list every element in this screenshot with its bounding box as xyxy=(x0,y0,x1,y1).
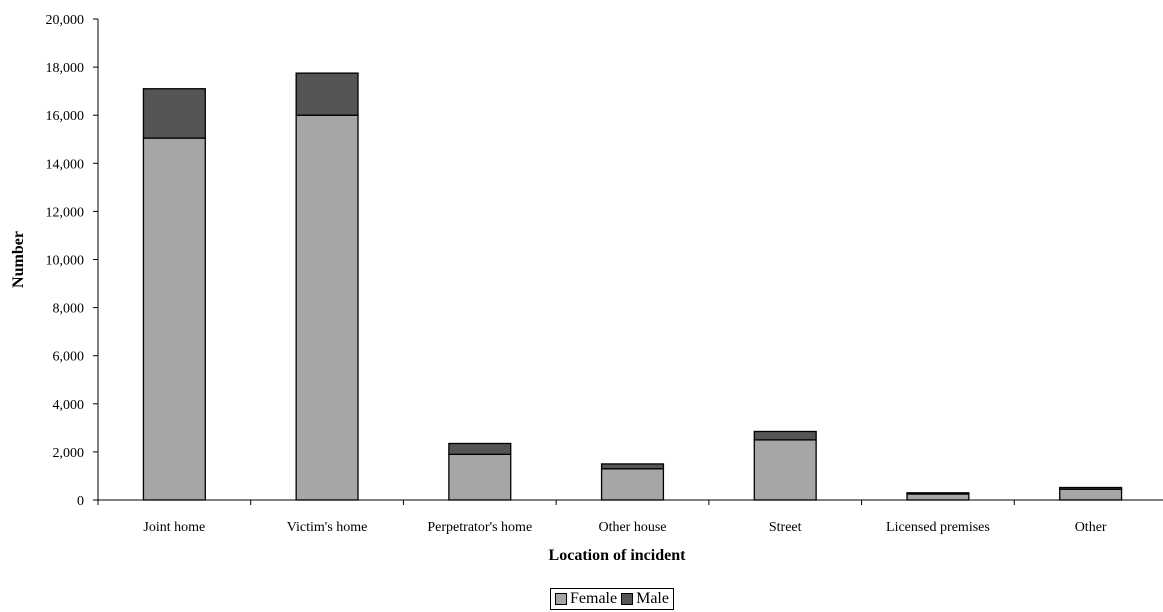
y-axis-title: Number xyxy=(10,231,27,288)
y-tick-label: 14,000 xyxy=(46,157,85,172)
bar-male-perpetrator-s-home xyxy=(448,442,512,455)
bars xyxy=(142,72,1123,501)
y-tick-label: 0 xyxy=(77,494,84,509)
x-tick-label: Licensed premises xyxy=(886,520,990,535)
legend-label-female: Female xyxy=(570,590,618,607)
bar-male-street xyxy=(753,430,817,441)
bar-female-other-house xyxy=(600,468,665,501)
bar-female-perpetrator-s-home xyxy=(448,453,512,501)
x-tick-label: Perpetrator's home xyxy=(427,520,532,535)
y-tick-label: 8,000 xyxy=(53,302,85,317)
x-axis: Joint home Victim's home Perpetrator's hom… xyxy=(97,499,1163,535)
x-tick-label: Other xyxy=(1075,520,1107,535)
y-tick-label: 16,000 xyxy=(46,109,85,124)
y-tick-label: 4,000 xyxy=(53,398,85,413)
bar-female-licensed-premises xyxy=(906,493,970,501)
legend-swatch-female xyxy=(555,593,567,605)
y-tick-label: 20,000 xyxy=(46,13,85,28)
bar-male-other xyxy=(1059,486,1123,490)
legend-item-male: Male xyxy=(621,590,669,608)
bar-female-other xyxy=(1059,488,1123,501)
bar-male-victim-s-home xyxy=(295,72,359,116)
bar-male-licensed-premises xyxy=(906,492,970,495)
y-axis: 0 2,000 4,000 6,000 8,000 10,000 12,000 14,000 1… xyxy=(46,13,99,509)
bar-female-victim-s-home xyxy=(295,114,359,501)
x-tick-label: Victim's home xyxy=(287,520,368,535)
x-tick-label: Street xyxy=(769,520,802,535)
bar-male-other-house xyxy=(600,463,665,470)
legend-label-male: Male xyxy=(636,590,669,607)
bar-female-joint-home xyxy=(142,137,206,501)
y-tick-label: 6,000 xyxy=(53,350,85,365)
x-tick-label: Joint home xyxy=(143,520,205,535)
y-tick-label: 10,000 xyxy=(46,254,85,269)
x-axis-title: Location of incident xyxy=(549,547,687,564)
legend-item-female: Female xyxy=(555,590,617,608)
y-tick-label: 2,000 xyxy=(53,446,85,461)
x-tick-label: Other house xyxy=(598,520,666,535)
legend-swatch-male xyxy=(621,593,634,605)
legend: Female Male xyxy=(550,588,674,610)
y-tick-label: 12,000 xyxy=(46,205,85,220)
bar-male-joint-home xyxy=(142,88,206,139)
bar-female-street xyxy=(753,439,817,501)
y-tick-label: 18,000 xyxy=(46,61,85,76)
